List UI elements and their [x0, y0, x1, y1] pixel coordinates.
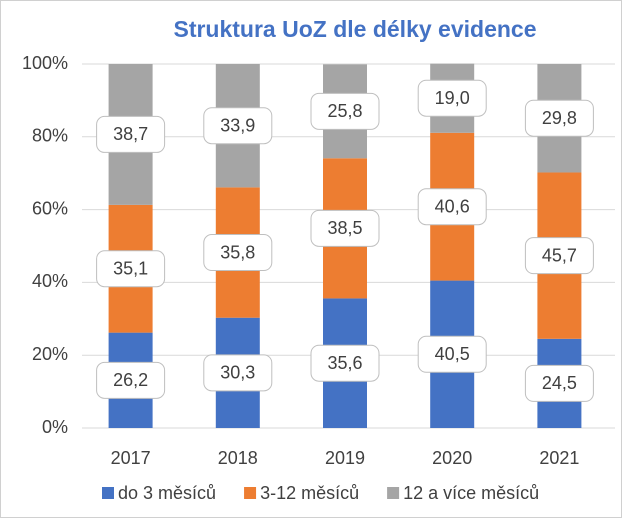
- y-tick-label: 60%: [32, 198, 68, 218]
- legend-swatch: [102, 487, 114, 499]
- data-label-box: [203, 234, 273, 272]
- data-label-box: [524, 237, 594, 275]
- legend-swatch: [387, 487, 400, 499]
- data-label-box: [310, 344, 380, 382]
- legend-label: 3-12 měsíců: [260, 483, 359, 503]
- data-label: 30,3: [220, 363, 255, 383]
- data-label: 35,6: [327, 353, 362, 373]
- data-label-box: [417, 79, 487, 117]
- x-tick-label: 2017: [111, 448, 151, 468]
- data-label: 40,5: [435, 344, 470, 364]
- data-label: 40,6: [435, 196, 470, 216]
- data-label: 19,0: [435, 88, 470, 108]
- data-label-box: [524, 364, 594, 402]
- data-label-box: [203, 107, 273, 145]
- data-label: 25,8: [327, 101, 362, 121]
- data-label: 33,9: [220, 115, 255, 135]
- legend-swatch: [244, 487, 257, 499]
- x-tick-label: 2019: [325, 448, 365, 468]
- data-label: 29,8: [542, 108, 577, 128]
- data-label-box: [417, 335, 487, 373]
- data-label: 24,5: [542, 373, 577, 393]
- y-tick-label: 20%: [32, 344, 68, 364]
- data-label: 38,7: [113, 124, 148, 144]
- data-label-box: [96, 250, 166, 288]
- y-tick-label: 100%: [22, 53, 68, 73]
- data-label-box: [96, 361, 166, 399]
- legend-label: do 3 měsíců: [118, 483, 216, 503]
- y-tick-label: 0%: [42, 417, 68, 437]
- data-label: 26,2: [113, 370, 148, 390]
- x-tick-label: 2021: [539, 448, 579, 468]
- data-label: 38,5: [327, 218, 362, 238]
- data-label-box: [310, 92, 380, 130]
- y-tick-label: 80%: [32, 126, 68, 146]
- chart-title: Struktura UoZ dle délky evidence: [173, 16, 536, 42]
- data-label-box: [417, 188, 487, 226]
- data-label: 35,1: [113, 259, 148, 279]
- legend-label: 12 a více měsíců: [403, 483, 539, 503]
- data-label: 45,7: [542, 245, 577, 265]
- x-tick-label: 2018: [218, 448, 258, 468]
- data-label: 35,8: [220, 242, 255, 262]
- x-tick-label: 2020: [432, 448, 472, 468]
- data-label-box: [96, 115, 166, 153]
- y-tick-label: 40%: [32, 271, 68, 291]
- data-label-box: [310, 209, 380, 247]
- data-label-box: [203, 354, 273, 392]
- data-label-box: [524, 99, 594, 137]
